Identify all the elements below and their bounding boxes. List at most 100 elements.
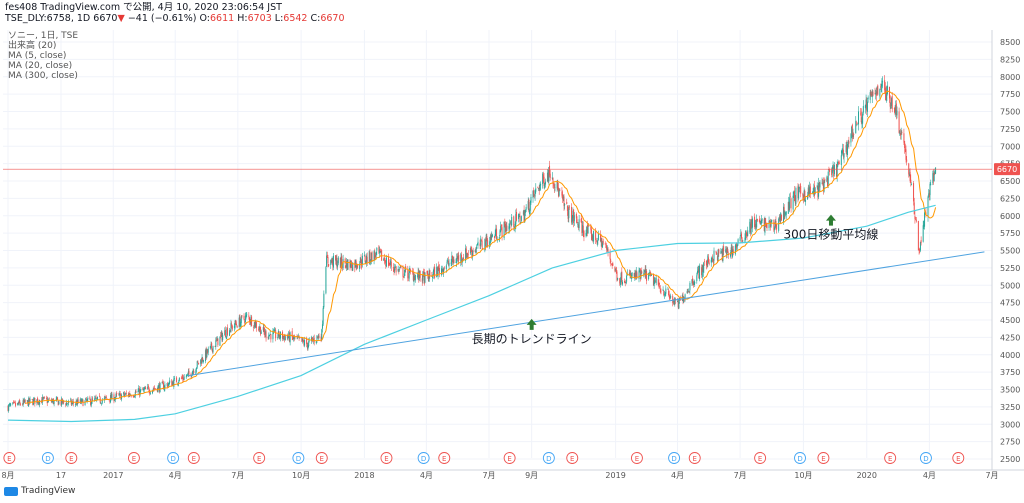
candle-body — [586, 225, 588, 234]
x-tick-label: 17 — [56, 471, 66, 480]
candle-body — [34, 397, 36, 404]
candle-body — [195, 369, 197, 375]
candle-body — [766, 222, 768, 229]
candle-body — [734, 245, 736, 255]
candle-body — [730, 252, 732, 257]
candle-body — [29, 398, 31, 402]
candle-body — [649, 272, 651, 274]
candle-body — [919, 241, 921, 251]
candle-body — [9, 403, 11, 406]
candle-body — [493, 236, 495, 238]
candle-body — [87, 397, 89, 400]
candle-body — [513, 227, 515, 228]
candle-body — [37, 398, 39, 403]
event-label: D — [797, 455, 802, 463]
event-label: D — [421, 455, 426, 463]
candle-body — [171, 380, 173, 386]
candle-body — [610, 260, 612, 262]
candle-body — [400, 266, 402, 268]
candle-body — [798, 187, 800, 199]
candle-body — [879, 89, 881, 97]
candle-body — [292, 337, 294, 340]
y-tick-label: 3750 — [1000, 368, 1020, 377]
y-tick-label: 3250 — [1000, 403, 1020, 412]
y-tick-label: 6000 — [1000, 212, 1020, 221]
candle-body — [207, 349, 209, 353]
candle-body — [789, 196, 791, 198]
candle-body — [662, 289, 664, 291]
candle-body — [315, 341, 317, 344]
candle-body — [856, 124, 858, 126]
candle-body — [525, 207, 527, 210]
candle-body — [644, 268, 646, 277]
tradingview-logo[interactable]: TradingView — [4, 486, 75, 496]
candle-body — [691, 279, 693, 284]
candle-body — [614, 266, 616, 272]
candle-body — [432, 276, 434, 278]
event-label: E — [758, 455, 762, 463]
dividend-marker — [794, 452, 806, 464]
volume-indicator[interactable]: 出来高 (20) — [8, 41, 57, 51]
candle-body — [855, 122, 857, 124]
candle-body — [494, 234, 496, 237]
candle-body — [708, 262, 710, 265]
candle-body — [611, 264, 613, 266]
series-name[interactable]: ソニー, 1日, TSE — [8, 31, 79, 41]
candle-body — [585, 233, 587, 236]
candle-body — [153, 388, 155, 390]
candle-body — [273, 330, 275, 333]
candle-body — [196, 367, 198, 370]
candle-body — [711, 257, 713, 262]
candle-body — [908, 173, 910, 177]
candle-body — [254, 320, 256, 327]
candle-body — [595, 230, 597, 241]
candle-body — [518, 214, 520, 219]
candle-body — [836, 165, 838, 177]
candle-body — [929, 183, 931, 196]
candle-body — [896, 110, 898, 116]
candle-body — [582, 225, 584, 233]
candle-body — [361, 255, 363, 265]
candle-body — [398, 269, 400, 271]
candle-body — [520, 221, 522, 224]
y-tick-label: 6500 — [1000, 177, 1020, 186]
candle-body — [687, 291, 689, 293]
candle-body — [417, 271, 419, 278]
candle-body — [57, 401, 59, 406]
candle-body — [422, 271, 424, 281]
candle-body — [245, 314, 247, 317]
candle-body — [913, 202, 915, 215]
candle-body — [342, 259, 344, 269]
candle-body — [871, 93, 873, 96]
candle-body — [395, 266, 397, 273]
candle-body — [701, 267, 703, 276]
candle-body — [414, 274, 416, 281]
high-label: H: — [237, 13, 248, 24]
candle-body — [7, 405, 9, 411]
candle-body — [336, 257, 338, 268]
candle-body — [167, 383, 169, 388]
ma5-indicator[interactable]: MA (5, close) — [8, 51, 67, 61]
candle-body — [8, 404, 10, 406]
candle-body — [606, 246, 608, 250]
candle-body — [504, 221, 506, 226]
candle-body — [922, 225, 924, 242]
candle-body — [119, 393, 121, 394]
candle-body — [699, 265, 701, 280]
candle-body — [547, 173, 549, 181]
x-tick-label: 10月 — [292, 471, 310, 480]
ma20-indicator[interactable]: MA (20, close) — [8, 61, 73, 71]
candle-body — [240, 321, 242, 327]
candle-body — [53, 400, 55, 405]
earnings-marker — [253, 452, 266, 464]
ma300-indicator[interactable]: MA (300, close) — [8, 71, 78, 81]
y-tick-label: 4250 — [1000, 333, 1020, 342]
candle-body — [847, 140, 849, 144]
candle-body — [134, 391, 136, 396]
candle-body — [557, 187, 559, 197]
candle-body — [684, 294, 686, 298]
candle-body — [503, 221, 505, 239]
candle-body — [561, 191, 563, 196]
candle-body — [619, 278, 621, 284]
